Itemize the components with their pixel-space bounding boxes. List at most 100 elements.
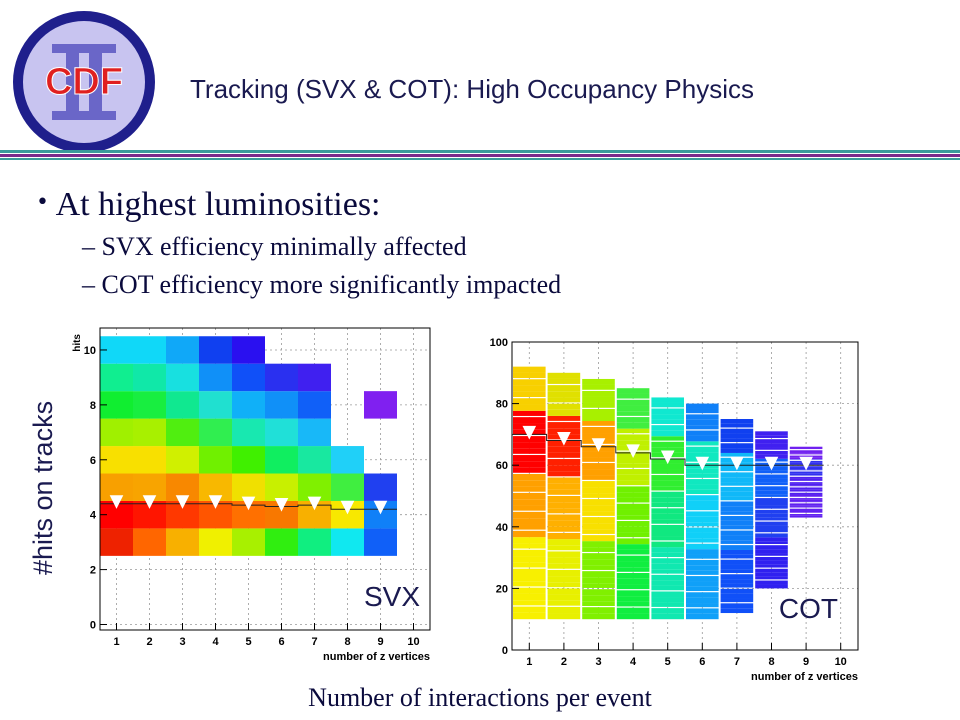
heatmap-band — [513, 612, 546, 620]
heatmap-band — [686, 532, 719, 539]
heatmap-band — [582, 553, 615, 560]
panel-label: SVX — [364, 581, 420, 612]
heatmap-band — [755, 564, 788, 568]
profile-point — [626, 444, 640, 458]
heatmap-cell — [166, 418, 199, 447]
x-tick-label: 6 — [278, 636, 284, 648]
heatmap-cell — [265, 418, 298, 447]
heatmap-band — [616, 480, 650, 486]
heatmap-band — [582, 595, 615, 602]
heatmap-band — [789, 515, 823, 518]
x-tick-label: 10 — [407, 636, 419, 648]
heatmap-band — [755, 490, 788, 495]
heatmap-band — [720, 598, 754, 603]
heatmap-band — [651, 430, 684, 437]
heatmap-band — [547, 532, 581, 540]
bullet-main: • At highest luminosities: — [36, 186, 381, 224]
heatmap-cell — [199, 391, 232, 419]
heatmap-band — [651, 519, 684, 524]
heatmap-band — [513, 372, 546, 379]
heatmap-band — [582, 547, 615, 552]
heatmap-band — [720, 588, 754, 594]
heatmap-band — [513, 530, 546, 538]
heatmap-band — [755, 486, 788, 491]
heatmap-band — [755, 443, 788, 448]
heatmap-band — [547, 428, 581, 435]
heatmap-band — [547, 452, 581, 458]
heatmap-band — [547, 403, 581, 410]
heatmap-band — [755, 513, 788, 518]
heatmap-band — [651, 580, 684, 586]
panel-label: COT — [779, 593, 838, 624]
heatmap-band — [547, 569, 581, 577]
profile-point — [522, 425, 537, 440]
heatmap-band — [686, 403, 719, 409]
heatmap-band — [686, 473, 719, 478]
heatmap-band — [547, 563, 581, 569]
heatmap-band — [755, 498, 788, 503]
heatmap-band — [789, 480, 823, 481]
heatmap-band — [789, 478, 823, 481]
heatmap-cell — [166, 446, 199, 474]
heatmap-band — [582, 384, 615, 390]
plot-frame — [99, 327, 431, 631]
heatmap-band — [547, 496, 581, 503]
heatmap-band — [686, 430, 719, 436]
heatmap-band — [651, 447, 684, 453]
heatmap-band — [686, 586, 719, 592]
heatmap-band — [513, 448, 546, 454]
heatmap-band — [582, 589, 615, 596]
heatmap-band — [513, 549, 546, 557]
heatmap-band — [720, 516, 754, 521]
heatmap-band — [616, 567, 650, 572]
heatmap-band — [686, 468, 719, 474]
heatmap-band — [582, 523, 615, 530]
heatmap-band — [686, 559, 719, 566]
heatmap-band — [616, 474, 650, 481]
heatmap-band — [513, 492, 546, 500]
heatmap-band — [582, 469, 615, 476]
heatmap-band — [651, 513, 684, 520]
x-tick-label: 5 — [245, 636, 251, 648]
heatmap-band — [616, 509, 650, 516]
heatmap-band — [582, 396, 615, 403]
heatmap-band — [755, 553, 788, 556]
heatmap-cell — [364, 391, 397, 419]
heatmap-band — [616, 469, 650, 475]
y-tick-label: 4 — [90, 510, 97, 522]
heatmap-cell — [364, 528, 397, 556]
heatmap-band — [651, 414, 684, 420]
heatmap-band — [582, 565, 615, 570]
heatmap-band — [582, 499, 615, 506]
x-tick-label: 4 — [212, 636, 219, 648]
heatmap-band — [582, 475, 615, 480]
y-tick-label: 8 — [90, 400, 96, 412]
profile-point — [557, 432, 571, 446]
y-tick-label: 20 — [496, 583, 508, 595]
heatmap-band — [616, 526, 650, 533]
heatmap-band — [686, 597, 719, 604]
heatmap-band — [513, 587, 546, 594]
heatmap-band — [720, 491, 754, 497]
heatmap-band — [651, 425, 684, 431]
heatmap-band — [547, 385, 581, 392]
heatmap-band — [720, 574, 754, 580]
heatmap-band — [651, 402, 684, 408]
heatmap-band — [686, 511, 719, 517]
profile-point — [142, 495, 157, 509]
heatmap-band — [651, 408, 684, 415]
heatmap-band — [720, 482, 754, 486]
y-tick-label: 0 — [502, 645, 508, 657]
heatmap-band — [651, 436, 684, 441]
heatmap-band — [582, 583, 615, 588]
heatmap-band — [513, 562, 546, 568]
heatmap-band — [582, 529, 615, 534]
heatmap-band — [755, 572, 788, 577]
heatmap-band — [616, 497, 650, 503]
bullet-main-text: At highest luminosities: — [55, 186, 381, 223]
heatmap-band — [720, 583, 754, 588]
heatmap-band — [582, 433, 615, 440]
heatmap-band — [651, 569, 684, 574]
heatmap-band — [616, 417, 650, 423]
page-title: Tracking (SVX & COT): High Occupancy Phy… — [190, 74, 754, 104]
